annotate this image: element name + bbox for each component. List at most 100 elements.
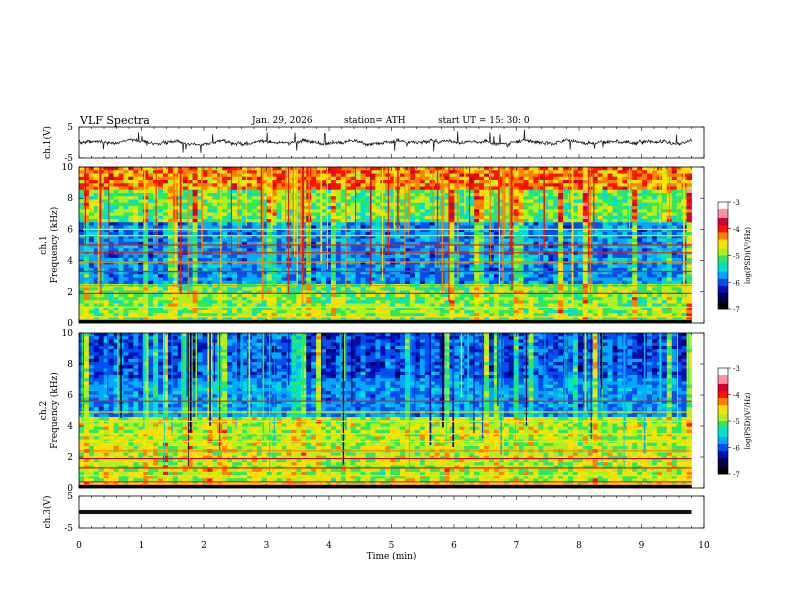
spec1-cell [232, 219, 238, 223]
spec1-cell [592, 212, 599, 217]
spec1-cell [622, 186, 628, 191]
spec1-cell [400, 212, 406, 217]
spec1-cell [469, 287, 475, 291]
spec1-cell [212, 193, 218, 197]
spec1-cell [617, 186, 623, 191]
spec1-cell [651, 225, 658, 230]
spec1-cell [350, 186, 357, 191]
spec1-cell [597, 176, 603, 181]
spec1-cell [484, 219, 490, 223]
spec1-cell [261, 215, 268, 220]
spec1-cell [612, 176, 618, 181]
spec1-cell [281, 206, 287, 210]
spec1-cell [118, 189, 124, 194]
spec1-cell [592, 280, 599, 285]
spec1-cell [187, 264, 194, 269]
spec1-cell [558, 186, 564, 191]
spec1-cell [390, 258, 396, 262]
spec1-cell [222, 199, 228, 204]
spec1-cell [548, 248, 554, 252]
spec1-cell [518, 238, 524, 243]
spec1-cell [543, 209, 549, 213]
spec1-cell [237, 202, 243, 207]
spec1-cell [503, 180, 510, 184]
spec1-cell [479, 277, 485, 282]
spec1-cell [330, 196, 337, 200]
spec1-cell [661, 173, 668, 178]
spec1-cell [592, 186, 599, 191]
spec1-cell [484, 287, 490, 291]
spec1-cell [108, 264, 114, 269]
spec1-cell [395, 274, 401, 278]
spec1-cell [469, 261, 475, 265]
spec1-cell [419, 215, 426, 220]
spec1-cell [568, 206, 574, 210]
spec1-cell [360, 280, 366, 285]
spec1-cell [553, 235, 559, 239]
spec1-cell [103, 209, 110, 213]
spec1-cell [602, 176, 608, 181]
spec1-cell [661, 219, 668, 223]
spec1-cell [577, 196, 584, 200]
spec1-cell [108, 199, 114, 204]
spec1-cell [488, 261, 495, 265]
spec1-cell [454, 287, 460, 291]
spec1-cell [286, 209, 292, 213]
spec1-cell [409, 261, 416, 265]
spec1-cell [162, 222, 169, 226]
spec1-cell [474, 193, 480, 197]
spec1-cell [316, 189, 322, 194]
spec1-cell [563, 212, 569, 217]
spec1-cell [637, 219, 643, 223]
spec1-cell [321, 264, 327, 269]
spec1-cell [321, 280, 327, 285]
spec1-cell [607, 189, 613, 194]
spec1-cell [592, 176, 599, 181]
spec1-cell [488, 199, 495, 204]
spec1-cell [192, 228, 198, 233]
spec1-cell [622, 228, 628, 233]
spec1-cell [177, 293, 184, 298]
spec1-cell [286, 170, 292, 174]
spec1-cell [642, 290, 648, 295]
spec1-cell [434, 280, 440, 285]
spec1-cell [538, 196, 544, 200]
spec1-cell [138, 238, 144, 243]
spec1-cell [88, 170, 95, 174]
spec1-cell [133, 248, 139, 252]
spec1-cell [661, 274, 668, 278]
spec1-cell [464, 206, 470, 210]
spec1-cell [212, 173, 218, 178]
spec1-cell [637, 287, 643, 291]
spec1-cell [202, 241, 208, 246]
spec1-cell [686, 180, 692, 184]
spec1-cell [676, 264, 683, 269]
spec1-cell [656, 271, 663, 275]
spec1-cell [528, 186, 534, 191]
spec1-cell [602, 170, 608, 174]
spec1-cell [123, 235, 129, 239]
spec1-cell [563, 258, 569, 262]
spec1-cell [474, 271, 480, 275]
spec1-cell [335, 206, 342, 210]
spec1-cell [449, 271, 455, 275]
spec1-cell [286, 280, 292, 285]
spec1-cell [666, 280, 673, 285]
spec1-cell [577, 287, 584, 291]
spec1-cell [518, 277, 524, 282]
spec1-cell [548, 167, 554, 171]
spec1-cell [330, 254, 337, 259]
spec1-cell [647, 176, 653, 181]
spec1-cell [558, 277, 564, 282]
spec1-cell [686, 193, 692, 197]
spec1-cell [400, 248, 406, 252]
spec1-cell [113, 261, 119, 265]
spec1-cell [93, 222, 100, 226]
spec1-cell [424, 271, 431, 275]
spec1-cell [123, 254, 129, 259]
spec1-cell [128, 209, 134, 213]
spec1-cell [568, 176, 574, 181]
spec1-cell [488, 241, 495, 246]
spec1-cell [113, 173, 119, 178]
spec1-cell [597, 186, 603, 191]
